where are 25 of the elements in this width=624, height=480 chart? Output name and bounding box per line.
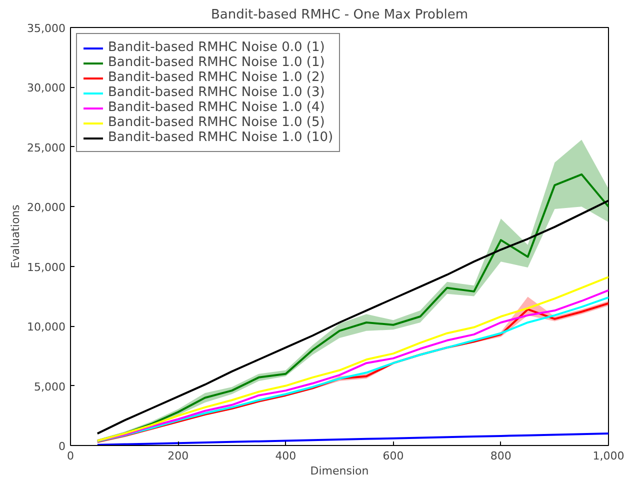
legend-label: Bandit-based RMHC Noise 1.0 (10) xyxy=(108,130,334,145)
legend-label: Bandit-based RMHC Noise 0.0 (1) xyxy=(108,40,325,55)
y-tick-label: 35,000 xyxy=(27,22,66,35)
legend-label: Bandit-based RMHC Noise 1.0 (2) xyxy=(108,70,325,85)
chart-title: Bandit-based RMHC - One Max Problem xyxy=(211,8,468,22)
x-tick-label: 400 xyxy=(275,450,296,462)
y-tick-label: 10,000 xyxy=(27,320,66,334)
x-tick-label: 600 xyxy=(382,450,404,462)
y-tick-label: 5,000 xyxy=(34,380,66,394)
y-tick-label: 0 xyxy=(58,440,66,453)
y-tick-label: 20,000 xyxy=(27,201,66,214)
legend-label: Bandit-based RMHC Noise 1.0 (3) xyxy=(108,85,325,100)
legend-label: Bandit-based RMHC Noise 1.0 (4) xyxy=(108,100,325,115)
x-tick-label: 1,000 xyxy=(592,450,624,462)
x-axis-title: Dimension xyxy=(310,464,369,478)
line-series xyxy=(96,432,608,446)
x-tick-label: 800 xyxy=(490,450,512,462)
y-tick-label: 30,000 xyxy=(27,82,66,95)
y-tick-label: 25,000 xyxy=(27,141,66,154)
x-tick-label: 200 xyxy=(168,450,189,462)
legend-label: Bandit-based RMHC Noise 1.0 (5) xyxy=(108,115,325,130)
y-axis-title: Evaluations xyxy=(9,204,22,268)
x-tick-label: 0 xyxy=(67,450,74,462)
legend-label: Bandit-based RMHC Noise 1.0 (1) xyxy=(108,55,325,70)
y-tick-label: 15,000 xyxy=(27,260,66,274)
